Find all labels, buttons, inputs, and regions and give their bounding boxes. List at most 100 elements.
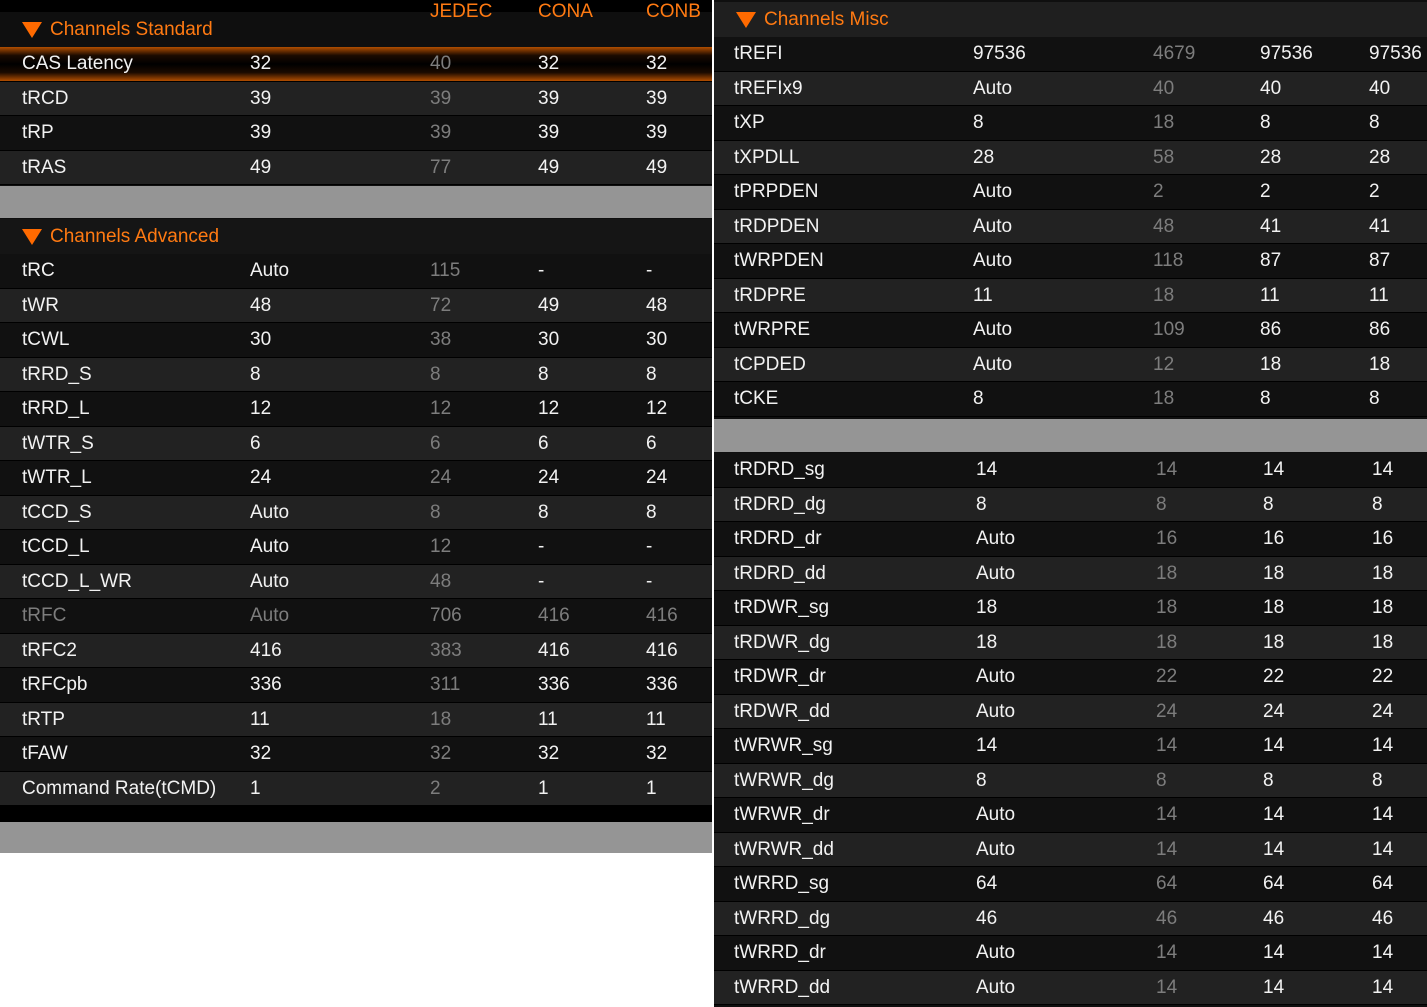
setting-value[interactable]: 8 <box>976 493 987 515</box>
setting-row-twrwr-dr[interactable]: tWRWR_dr Auto 14 14 14 <box>714 798 1427 833</box>
setting-row-tcpded[interactable]: tCPDED Auto 12 18 18 <box>714 347 1427 382</box>
setting-value[interactable]: 39 <box>250 87 272 109</box>
setting-row-cas-latency[interactable]: CAS Latency 32 40 32 32 <box>0 47 712 82</box>
setting-value[interactable]: 32 <box>250 743 272 764</box>
setting-value[interactable]: 6 <box>250 432 261 454</box>
setting-value[interactable]: Auto <box>973 319 1013 340</box>
setting-value[interactable]: Auto <box>976 804 1016 825</box>
setting-value[interactable]: Auto <box>250 536 290 557</box>
setting-value[interactable]: Auto <box>976 976 1016 998</box>
setting-value[interactable]: 8 <box>973 112 984 133</box>
setting-row-twrwr-dd[interactable]: tWRWR_dd Auto 14 14 14 <box>714 832 1427 867</box>
setting-row-twrwr-sg[interactable]: tWRWR_sg 14 14 14 14 <box>714 729 1427 764</box>
section-header-misc[interactable]: Channels Misc <box>714 2 1427 37</box>
setting-row-trdrd-dg[interactable]: tRDRD_dg 8 8 8 8 <box>714 487 1427 522</box>
setting-row-tccd-s[interactable]: tCCD_S Auto 8 8 8 <box>0 495 712 530</box>
setting-value[interactable]: Auto <box>973 181 1013 202</box>
setting-row-trdwr-dg[interactable]: tRDWR_dg 18 18 18 18 <box>714 625 1427 660</box>
section-header-advanced[interactable]: Channels Advanced <box>0 219 712 254</box>
setting-row-trc[interactable]: tRC Auto 115 - - <box>0 254 712 289</box>
setting-row-twr[interactable]: tWR 48 72 49 48 <box>0 288 712 323</box>
setting-row-twrrd-dd[interactable]: tWRRD_dd Auto 14 14 14 <box>714 970 1427 1005</box>
setting-row-command-rate-tcmd-[interactable]: Command Rate(tCMD) 1 2 1 1 <box>0 771 712 806</box>
setting-value[interactable]: Auto <box>976 838 1016 860</box>
setting-value[interactable]: 8 <box>973 388 984 409</box>
setting-row-tcwl[interactable]: tCWL 30 38 30 30 <box>0 323 712 358</box>
setting-row-trefix9[interactable]: tREFIx9 Auto 40 40 40 <box>714 71 1427 106</box>
setting-value[interactable]: Auto <box>976 666 1016 687</box>
setting-row-trrd-s[interactable]: tRRD_S 8 8 8 8 <box>0 357 712 392</box>
setting-value[interactable]: Auto <box>250 605 290 626</box>
setting-row-twrpre[interactable]: tWRPRE Auto 109 86 86 <box>714 313 1427 348</box>
setting-value[interactable]: Auto <box>973 353 1013 375</box>
setting-value[interactable]: 24 <box>250 467 272 488</box>
setting-row-twrrd-sg[interactable]: tWRRD_sg 64 64 64 64 <box>714 867 1427 902</box>
setting-row-twrrd-dr[interactable]: tWRRD_dr Auto 14 14 14 <box>714 936 1427 971</box>
setting-value[interactable]: 12 <box>250 398 272 419</box>
setting-row-tccd-l[interactable]: tCCD_L Auto 12 - - <box>0 530 712 565</box>
setting-row-twrpden[interactable]: tWRPDEN Auto 118 87 87 <box>714 244 1427 279</box>
setting-row-trp[interactable]: tRP 39 39 39 39 <box>0 116 712 151</box>
conb-value: 49 <box>646 156 668 178</box>
setting-row-tfaw[interactable]: tFAW 32 32 32 32 <box>0 737 712 772</box>
setting-row-trdwr-dr[interactable]: tRDWR_dr Auto 22 22 22 <box>714 660 1427 695</box>
setting-row-twtr-s[interactable]: tWTR_S 6 6 6 6 <box>0 426 712 461</box>
setting-value[interactable]: 11 <box>973 284 993 306</box>
setting-value[interactable]: 8 <box>250 363 261 385</box>
setting-value[interactable]: 8 <box>976 769 987 791</box>
setting-value[interactable]: 14 <box>976 459 998 480</box>
setting-value[interactable]: Auto <box>976 562 1016 584</box>
setting-value[interactable]: 18 <box>976 631 998 653</box>
setting-row-txpdll[interactable]: tXPDLL 28 58 28 28 <box>714 140 1427 175</box>
jedec-value: 12 <box>430 536 452 557</box>
setting-row-tprpden[interactable]: tPRPDEN Auto 2 2 2 <box>714 175 1427 210</box>
setting-value[interactable]: Auto <box>973 215 1013 237</box>
setting-value[interactable]: 39 <box>250 122 272 143</box>
setting-value[interactable]: Auto <box>973 250 1013 271</box>
setting-row-trdrd-dd[interactable]: tRDRD_dd Auto 18 18 18 <box>714 556 1427 591</box>
setting-row-trfc2[interactable]: tRFC2 416 383 416 416 <box>0 633 712 668</box>
setting-row-trdwr-sg[interactable]: tRDWR_sg 18 18 18 18 <box>714 591 1427 626</box>
setting-value[interactable]: 97536 <box>973 43 1026 64</box>
setting-value[interactable]: 46 <box>976 907 998 929</box>
setting-value[interactable]: Auto <box>973 77 1013 99</box>
setting-value[interactable]: 48 <box>250 294 272 316</box>
setting-value[interactable]: Auto <box>250 501 290 523</box>
setting-row-trfcpb[interactable]: tRFCpb 336 311 336 336 <box>0 668 712 703</box>
setting-value[interactable]: Auto <box>976 700 1016 722</box>
setting-row-txp[interactable]: tXP 8 18 8 8 <box>714 106 1427 141</box>
setting-value[interactable]: 1 <box>250 777 261 799</box>
setting-row-trfc[interactable]: tRFC Auto 706 416 416 <box>0 599 712 634</box>
setting-value[interactable]: 32 <box>250 53 272 74</box>
setting-row-tras[interactable]: tRAS 49 77 49 49 <box>0 150 712 185</box>
setting-row-twrwr-dg[interactable]: tWRWR_dg 8 8 8 8 <box>714 763 1427 798</box>
setting-row-trtp[interactable]: tRTP 11 18 11 11 <box>0 702 712 737</box>
setting-value[interactable]: 64 <box>976 873 998 894</box>
setting-row-tccd-l-wr[interactable]: tCCD_L_WR Auto 48 - - <box>0 564 712 599</box>
setting-value[interactable]: 30 <box>250 329 272 350</box>
section-header-standard[interactable]: Channels Standard <box>0 13 712 47</box>
setting-row-trdrd-dr[interactable]: tRDRD_dr Auto 16 16 16 <box>714 522 1427 557</box>
setting-row-twtr-l[interactable]: tWTR_L 24 24 24 24 <box>0 461 712 496</box>
setting-value[interactable]: Auto <box>250 570 290 592</box>
setting-value[interactable]: 336 <box>250 674 282 695</box>
setting-row-twrrd-dg[interactable]: tWRRD_dg 46 46 46 46 <box>714 901 1427 936</box>
setting-row-trcd[interactable]: tRCD 39 39 39 39 <box>0 81 712 116</box>
setting-row-trdpre[interactable]: tRDPRE 11 18 11 11 <box>714 278 1427 313</box>
setting-row-trdrd-sg[interactable]: tRDRD_sg 14 14 14 14 <box>714 453 1427 488</box>
setting-row-tcke[interactable]: tCKE 8 18 8 8 <box>714 382 1427 417</box>
setting-value[interactable]: 11 <box>250 708 270 730</box>
setting-value[interactable]: 416 <box>250 639 282 661</box>
setting-value[interactable]: Auto <box>976 528 1016 549</box>
setting-value[interactable]: 49 <box>250 156 272 178</box>
setting-row-trdpden[interactable]: tRDPDEN Auto 48 41 41 <box>714 209 1427 244</box>
cona-value: - <box>538 260 545 281</box>
setting-value[interactable]: Auto <box>976 942 1016 963</box>
setting-value[interactable]: 18 <box>976 597 998 618</box>
setting-row-trdwr-dd[interactable]: tRDWR_dd Auto 24 24 24 <box>714 694 1427 729</box>
setting-value[interactable]: 28 <box>973 146 995 168</box>
setting-value[interactable]: Auto <box>250 260 290 281</box>
setting-row-trefi[interactable]: tREFI 97536 4679 97536 97536 <box>714 37 1427 72</box>
setting-row-trrd-l[interactable]: tRRD_L 12 12 12 12 <box>0 392 712 427</box>
setting-value[interactable]: 14 <box>976 735 998 756</box>
